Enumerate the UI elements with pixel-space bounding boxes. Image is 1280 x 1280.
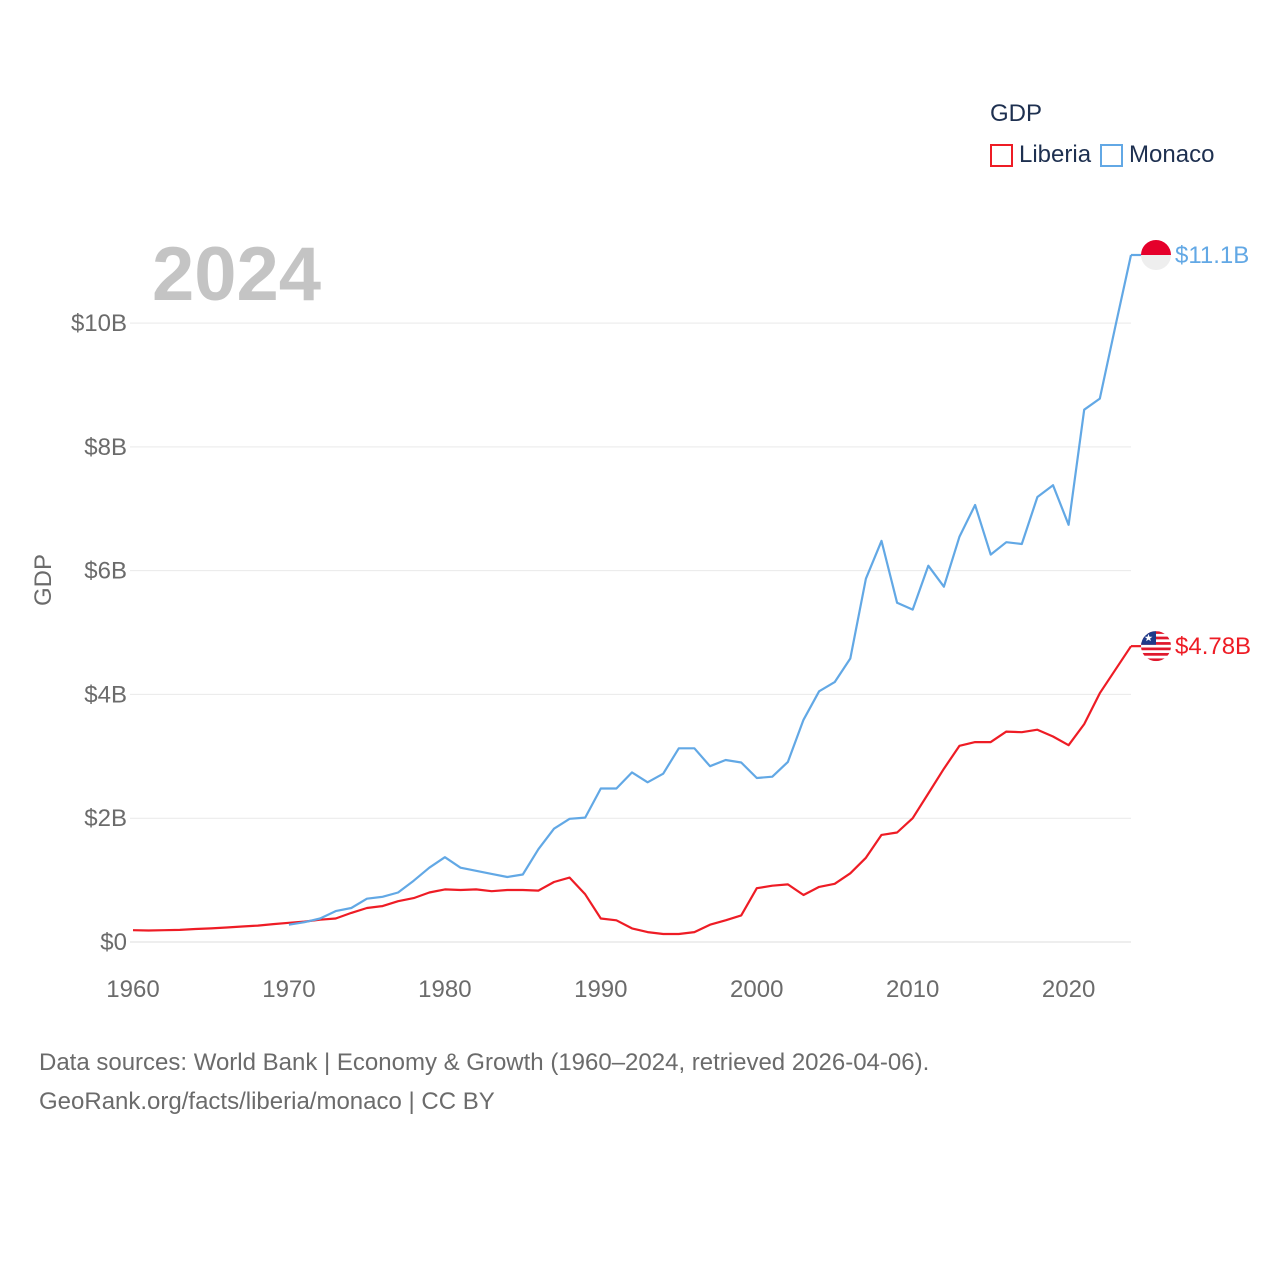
x-tick-label: 1990	[574, 976, 627, 1003]
y-tick-label: $4B	[84, 681, 127, 708]
series-end-label-monaco: $11.1B	[1175, 242, 1249, 269]
series-line-monaco	[288, 254, 1133, 926]
year-label: 2024	[152, 232, 321, 317]
y-axis-ticks: $0 $2B $4B $6B $8B $10B	[71, 310, 127, 956]
y-tick-label: $8B	[84, 434, 127, 461]
legend-label-liberia: Liberia	[1019, 141, 1092, 168]
series-line-liberia	[132, 645, 1132, 936]
legend-item-monaco[interactable]: Monaco	[1100, 141, 1214, 169]
series-lines	[132, 254, 1133, 936]
source-line-1: Data sources: World Bank | Economy & Gro…	[39, 1049, 930, 1076]
x-tick-label: 2000	[730, 976, 783, 1003]
legend-swatch-monaco	[1100, 143, 1124, 167]
liberia-flag-icon	[1141, 631, 1171, 662]
x-tick-label: 2010	[886, 976, 939, 1003]
legend: Liberia Monaco	[990, 141, 1223, 169]
y-tick-label: $10B	[71, 310, 127, 337]
x-tick-label: 1960	[106, 976, 159, 1003]
x-axis-ticks: 1960 1970 1980 1990 2000 2010 2020	[106, 976, 1095, 1003]
source-line-2[interactable]: GeoRank.org/facts/liberia/monaco | CC BY	[39, 1088, 495, 1115]
grid-lines	[130, 322, 1131, 943]
monaco-flag-icon	[1141, 240, 1171, 270]
series-end-labels: $4.78B $11.1B	[1131, 240, 1251, 662]
x-tick-label: 1980	[418, 976, 471, 1003]
legend-title: GDP	[990, 100, 1043, 127]
y-tick-label: $0	[100, 929, 127, 956]
y-tick-label: $2B	[84, 805, 127, 832]
data-source-note: Data sources: World Bank | Economy & Gro…	[39, 1043, 929, 1121]
y-tick-label: $6B	[84, 558, 127, 585]
series-end-label-liberia: $4.78B	[1175, 633, 1251, 660]
x-tick-label: 1970	[262, 976, 315, 1003]
legend-item-liberia[interactable]: Liberia	[990, 141, 1091, 169]
x-tick-label: 2020	[1042, 976, 1095, 1003]
y-axis-label: GDP	[30, 554, 57, 606]
legend-swatch-liberia	[990, 143, 1013, 167]
legend-label-monaco: Monaco	[1129, 141, 1215, 168]
